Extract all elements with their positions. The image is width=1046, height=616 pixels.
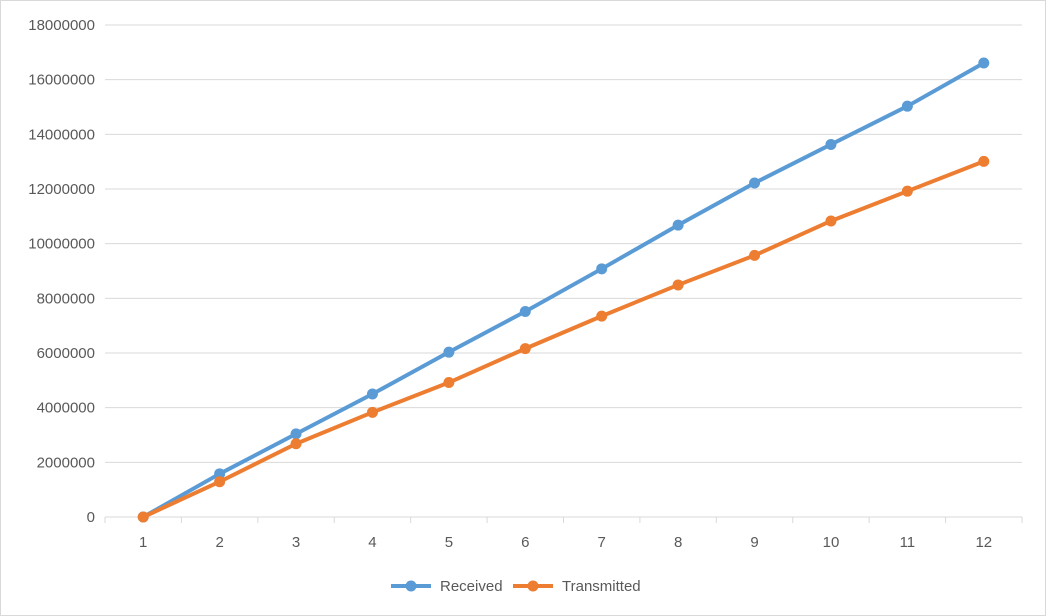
data-point-received <box>901 100 913 112</box>
data-point-received <box>825 138 837 150</box>
data-point-transmitted <box>825 215 837 227</box>
y-tick-label: 0 <box>87 509 95 526</box>
x-tick-label: 9 <box>750 534 758 551</box>
data-point-transmitted <box>901 185 913 197</box>
y-tick-label: 6000000 <box>37 345 95 362</box>
x-tick-label: 3 <box>292 534 300 551</box>
data-point-received <box>672 219 684 231</box>
y-tick-label: 14000000 <box>28 126 95 143</box>
data-point-transmitted <box>672 279 684 291</box>
y-tick-label: 8000000 <box>37 290 95 307</box>
axes: 0 2000000 4000000 6000000 8000000 10000000 120… <box>28 17 1023 551</box>
y-tick-label: 12000000 <box>28 181 95 198</box>
y-tick-label: 4000000 <box>37 400 95 417</box>
data-point-transmitted <box>214 476 226 488</box>
data-point-transmitted <box>137 511 149 523</box>
x-tick-label: 7 <box>598 534 606 551</box>
y-tick-label: 16000000 <box>28 72 95 89</box>
data-point-received <box>519 305 531 317</box>
x-tick-label: 12 <box>975 534 992 551</box>
x-tick-label: 10 <box>823 534 840 551</box>
legend-item-received: Received <box>391 578 503 595</box>
series-line-received <box>141 60 986 519</box>
data-point-transmitted <box>443 377 455 389</box>
data-point-received <box>978 57 990 69</box>
legend-marker-transmitted <box>527 580 539 592</box>
legend-label-received: Received <box>440 578 503 595</box>
y-tick-label: 2000000 <box>37 454 95 471</box>
data-point-received <box>366 388 378 400</box>
series-line-transmitted <box>141 159 986 519</box>
x-tick-label: 4 <box>368 534 376 551</box>
data-point-received <box>443 346 455 358</box>
y-tick-label: 10000000 <box>28 236 95 253</box>
data-point-received <box>214 468 226 480</box>
x-tick-label: 11 <box>900 534 916 551</box>
series <box>137 57 990 523</box>
x-tick-label: 8 <box>674 534 682 551</box>
x-tick-label: 1 <box>139 534 147 551</box>
legend-label-transmitted: Transmitted <box>562 578 641 595</box>
data-point-transmitted <box>978 155 990 167</box>
legend: Received Transmitted <box>391 578 641 595</box>
data-point-received <box>596 263 608 275</box>
y-tick-label: 18000000 <box>28 17 95 34</box>
data-point-transmitted <box>366 406 378 418</box>
gridlines <box>105 24 1022 463</box>
x-tick-label: 5 <box>445 534 453 551</box>
legend-item-transmitted: Transmitted <box>513 578 641 595</box>
data-point-received <box>290 428 302 440</box>
data-point-transmitted <box>519 343 531 355</box>
legend-marker-received <box>405 580 417 592</box>
x-tick-label: 2 <box>215 534 223 551</box>
data-point-transmitted <box>290 438 302 450</box>
data-point-transmitted <box>596 310 608 322</box>
x-tick-label: 6 <box>521 534 529 551</box>
data-point-received <box>749 177 761 189</box>
data-point-transmitted <box>749 249 761 261</box>
